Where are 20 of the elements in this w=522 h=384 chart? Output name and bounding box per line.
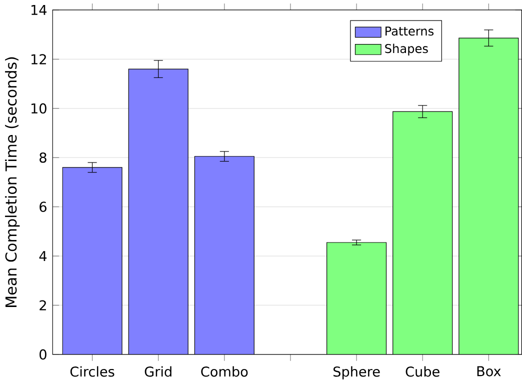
x-tick-label: Sphere [333,366,380,380]
y-tick-label: 10 [32,103,46,114]
y-tick-label: 0 [40,349,46,360]
legend-label: Shapes [385,44,428,56]
legend-label: Patterns [386,26,434,36]
x-tick-label: Combo [201,366,248,377]
bar [392,111,453,354]
y-axis-title: Mean Completion Time (seconds) [5,57,20,307]
y-tick-label: 12 [32,54,46,64]
y-tick-label: 8 [40,152,46,163]
x-tick-label: Circles [70,366,114,377]
x-tick-label: Grid [144,366,172,377]
x-tick-label: Cube [406,366,440,377]
y-tick-label: 2 [40,300,46,310]
y-tick-label: 14 [32,4,47,15]
x-tick-label: Box [477,366,501,376]
y-tick-label: 6 [40,201,46,212]
bar [458,38,519,354]
bar [326,242,387,354]
y-tick-label: 4 [39,250,47,261]
